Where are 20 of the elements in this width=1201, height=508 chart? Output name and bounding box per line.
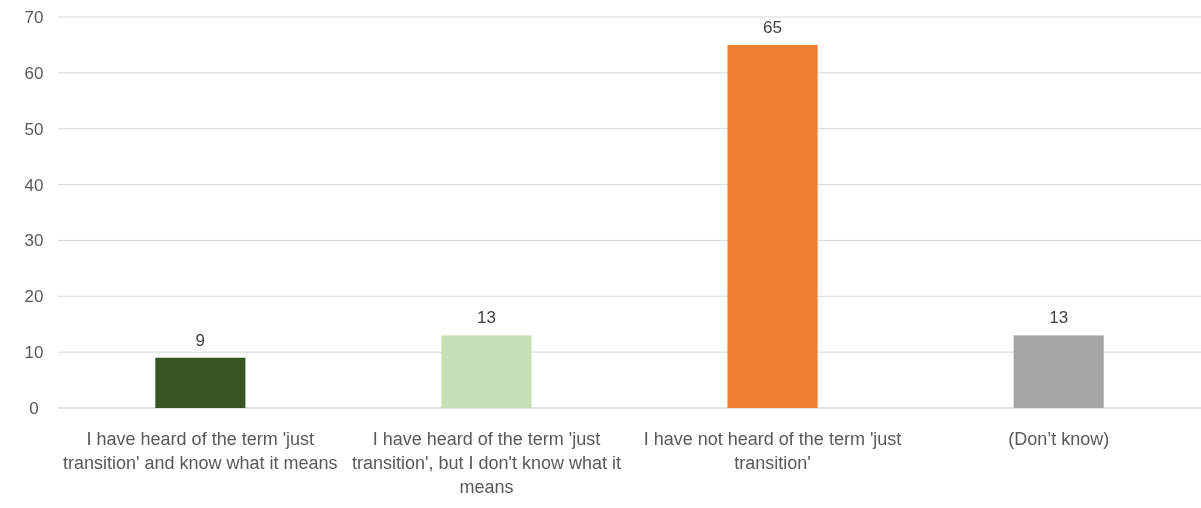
data-label: 13: [476, 308, 496, 328]
bar: [727, 44, 818, 408]
y-tick-label: 30: [24, 231, 44, 251]
data-label: 9: [195, 330, 206, 350]
y-tick-label: 70: [24, 7, 44, 27]
data-label: 65: [763, 17, 783, 37]
y-tick-label: 40: [24, 175, 44, 195]
bar: [441, 335, 532, 408]
bar: [155, 357, 246, 408]
x-tick-label: I have heard of the term 'just transition', but I don't know what it means: [351, 429, 621, 497]
x-tick-label: I have heard of the term 'just transition' and know what it means: [63, 429, 338, 473]
x-tick-label: (Don’t know): [1008, 429, 1110, 449]
y-tick-label: 60: [24, 63, 44, 83]
x-tick-label: I have not heard of the term 'just transition': [643, 429, 902, 473]
y-tick-label: 20: [24, 287, 44, 307]
bar: [1013, 335, 1104, 408]
y-tick-label: 0: [29, 398, 39, 418]
y-tick-label: 50: [24, 119, 44, 139]
y-tick-label: 10: [24, 343, 44, 363]
data-label: 13: [1049, 308, 1069, 328]
